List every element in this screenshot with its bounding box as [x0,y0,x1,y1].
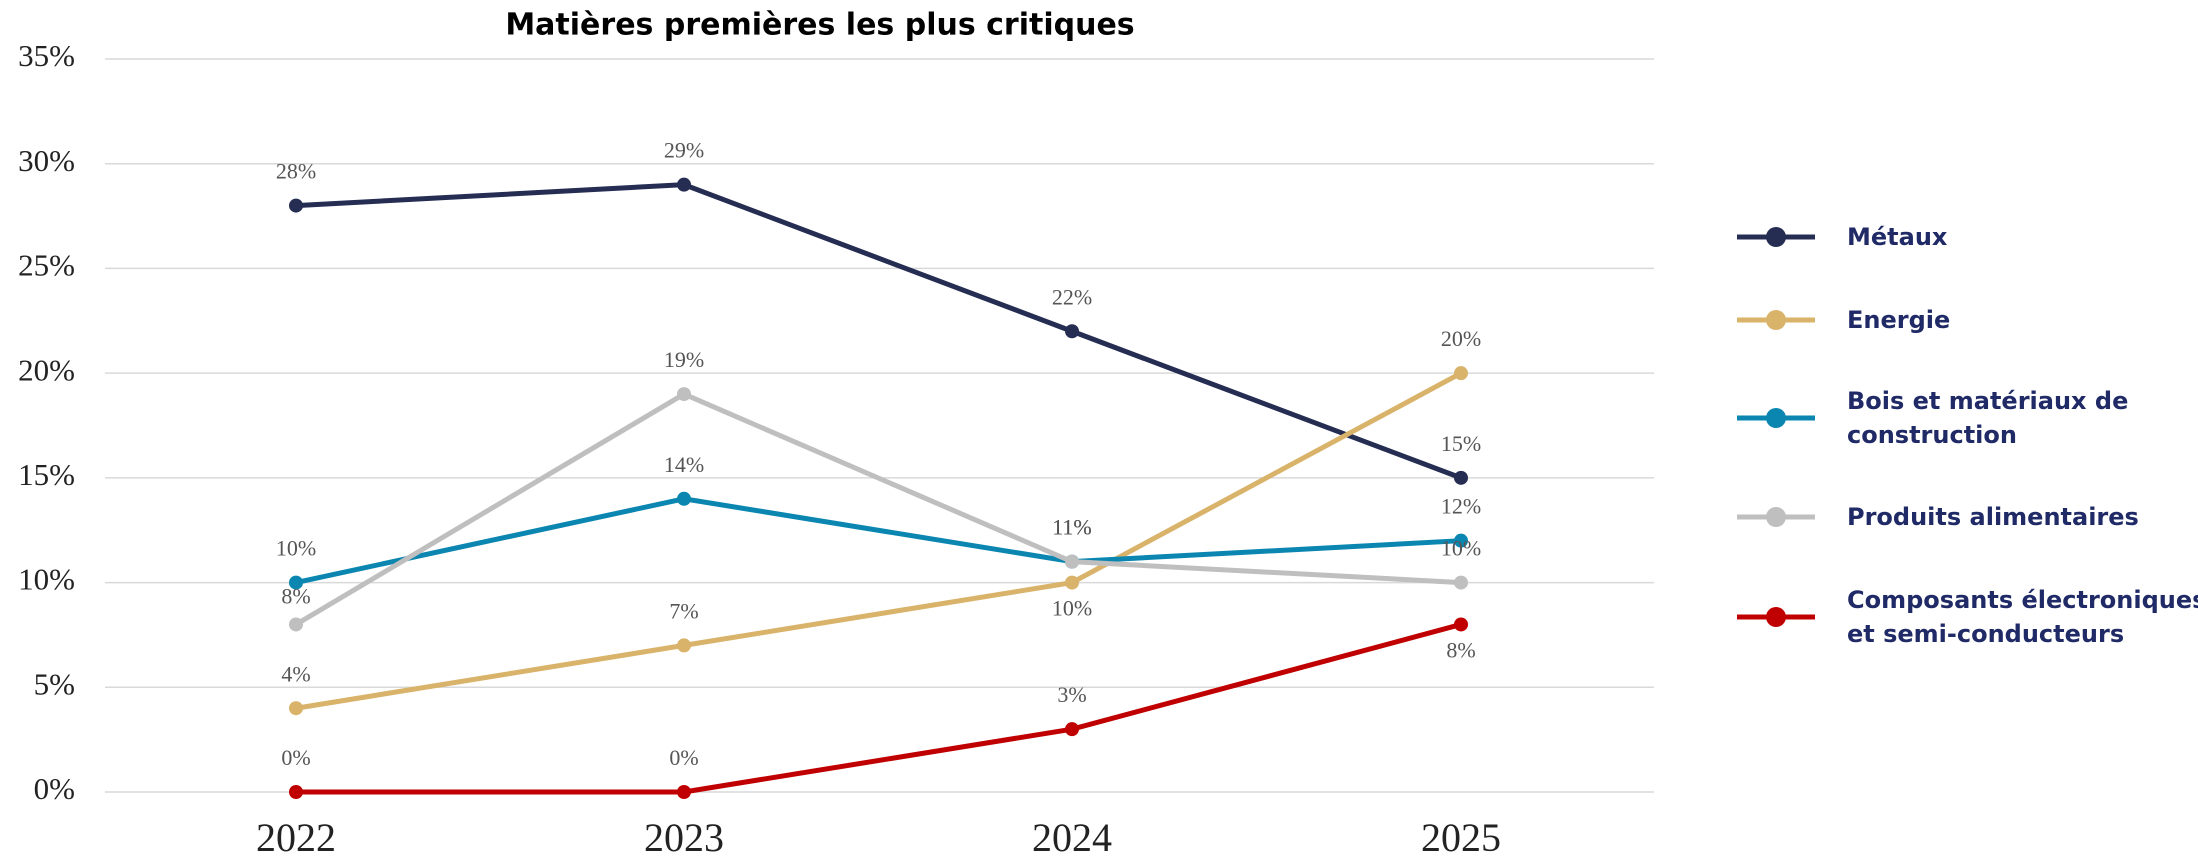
legend-label: Energie [1847,306,1951,334]
marker [1065,722,1079,737]
data-label: 7% [669,598,698,623]
data-label: 22% [1052,284,1092,309]
y-tick-label: 0% [34,771,75,806]
y-tick-label: 15% [18,457,75,492]
line [296,622,1462,795]
data-label: 14% [664,452,704,477]
marker [1065,575,1079,590]
x-tick-label: 2025 [1421,815,1501,859]
marker [677,638,691,653]
marker [1065,324,1079,339]
legend-marker [1766,310,1786,330]
marker [1454,533,1468,548]
data-label: 11% [1052,515,1092,540]
legend-swatch [1737,607,1815,627]
legend-label: Produits alimentaires [1847,503,2139,531]
data-label: 10% [1052,596,1092,621]
chart-title: Matières premières les plus critiques [505,8,1134,43]
data-label: 10% [1441,536,1481,561]
data-label: 3% [1057,682,1086,707]
data-label: 19% [664,347,704,372]
legend-item: Composants électroniques et semi-conduct… [1735,583,2198,651]
data-label: 0% [669,745,698,770]
line [295,370,1463,711]
legend-label: Bois et matériaux de construction [1847,387,2129,449]
marker [1065,554,1079,569]
legend-marker [1766,408,1786,428]
data-label: 10% [276,536,316,561]
marker [1454,470,1468,485]
line [294,391,1462,627]
legend-swatch [1737,408,1815,428]
data-label: 29% [664,138,704,163]
marker [677,785,691,799]
marker [1454,366,1468,381]
data-label: 11% [1052,515,1092,540]
marker [677,387,691,402]
data-label: 8% [281,584,310,609]
marker [289,575,303,590]
data-label: 4% [281,661,310,686]
y-tick-label: 30% [18,143,75,178]
legend-item: Produits alimentaires [1735,500,2198,534]
legend-swatch [1737,227,1815,247]
y-tick-label: 10% [18,562,75,597]
x-tick-label: 2024 [1032,815,1112,859]
x-tick-label: 2023 [644,815,724,859]
marker [677,177,691,192]
legend-item: Energie [1735,303,2198,337]
marker [289,617,303,632]
legend-marker [1766,607,1786,627]
y-tick-label: 35% [18,38,75,73]
marker [289,701,303,716]
data-label: 20% [1441,326,1481,351]
line [295,182,1462,481]
legend-swatch [1737,310,1815,330]
marker [289,198,303,213]
legend-label: Métaux [1847,223,1948,251]
marker [1454,575,1468,590]
legend-swatch [1737,507,1815,527]
marker [1454,617,1468,632]
y-tick-label: 25% [18,248,75,283]
legend-item: Bois et matériaux de construction [1735,384,2198,452]
marker [289,785,303,799]
y-tick-label: 5% [34,666,75,701]
data-label: 28% [276,159,316,184]
legend-marker [1766,507,1786,527]
legend-marker [1766,227,1786,247]
x-tick-label: 2022 [256,815,336,859]
line [295,496,1462,586]
marker [677,491,691,506]
data-label: 15% [1441,431,1481,456]
legend-item: Métaux [1735,220,2198,254]
legend: Métaux Energie Bois et matériaux de constr… [1735,0,2198,859]
legend-label: Composants électroniques et semi-conduct… [1847,586,2198,648]
y-tick-label: 20% [18,352,75,387]
data-label: 8% [1446,638,1475,663]
data-label: 0% [281,745,310,770]
data-label: 12% [1441,494,1481,519]
